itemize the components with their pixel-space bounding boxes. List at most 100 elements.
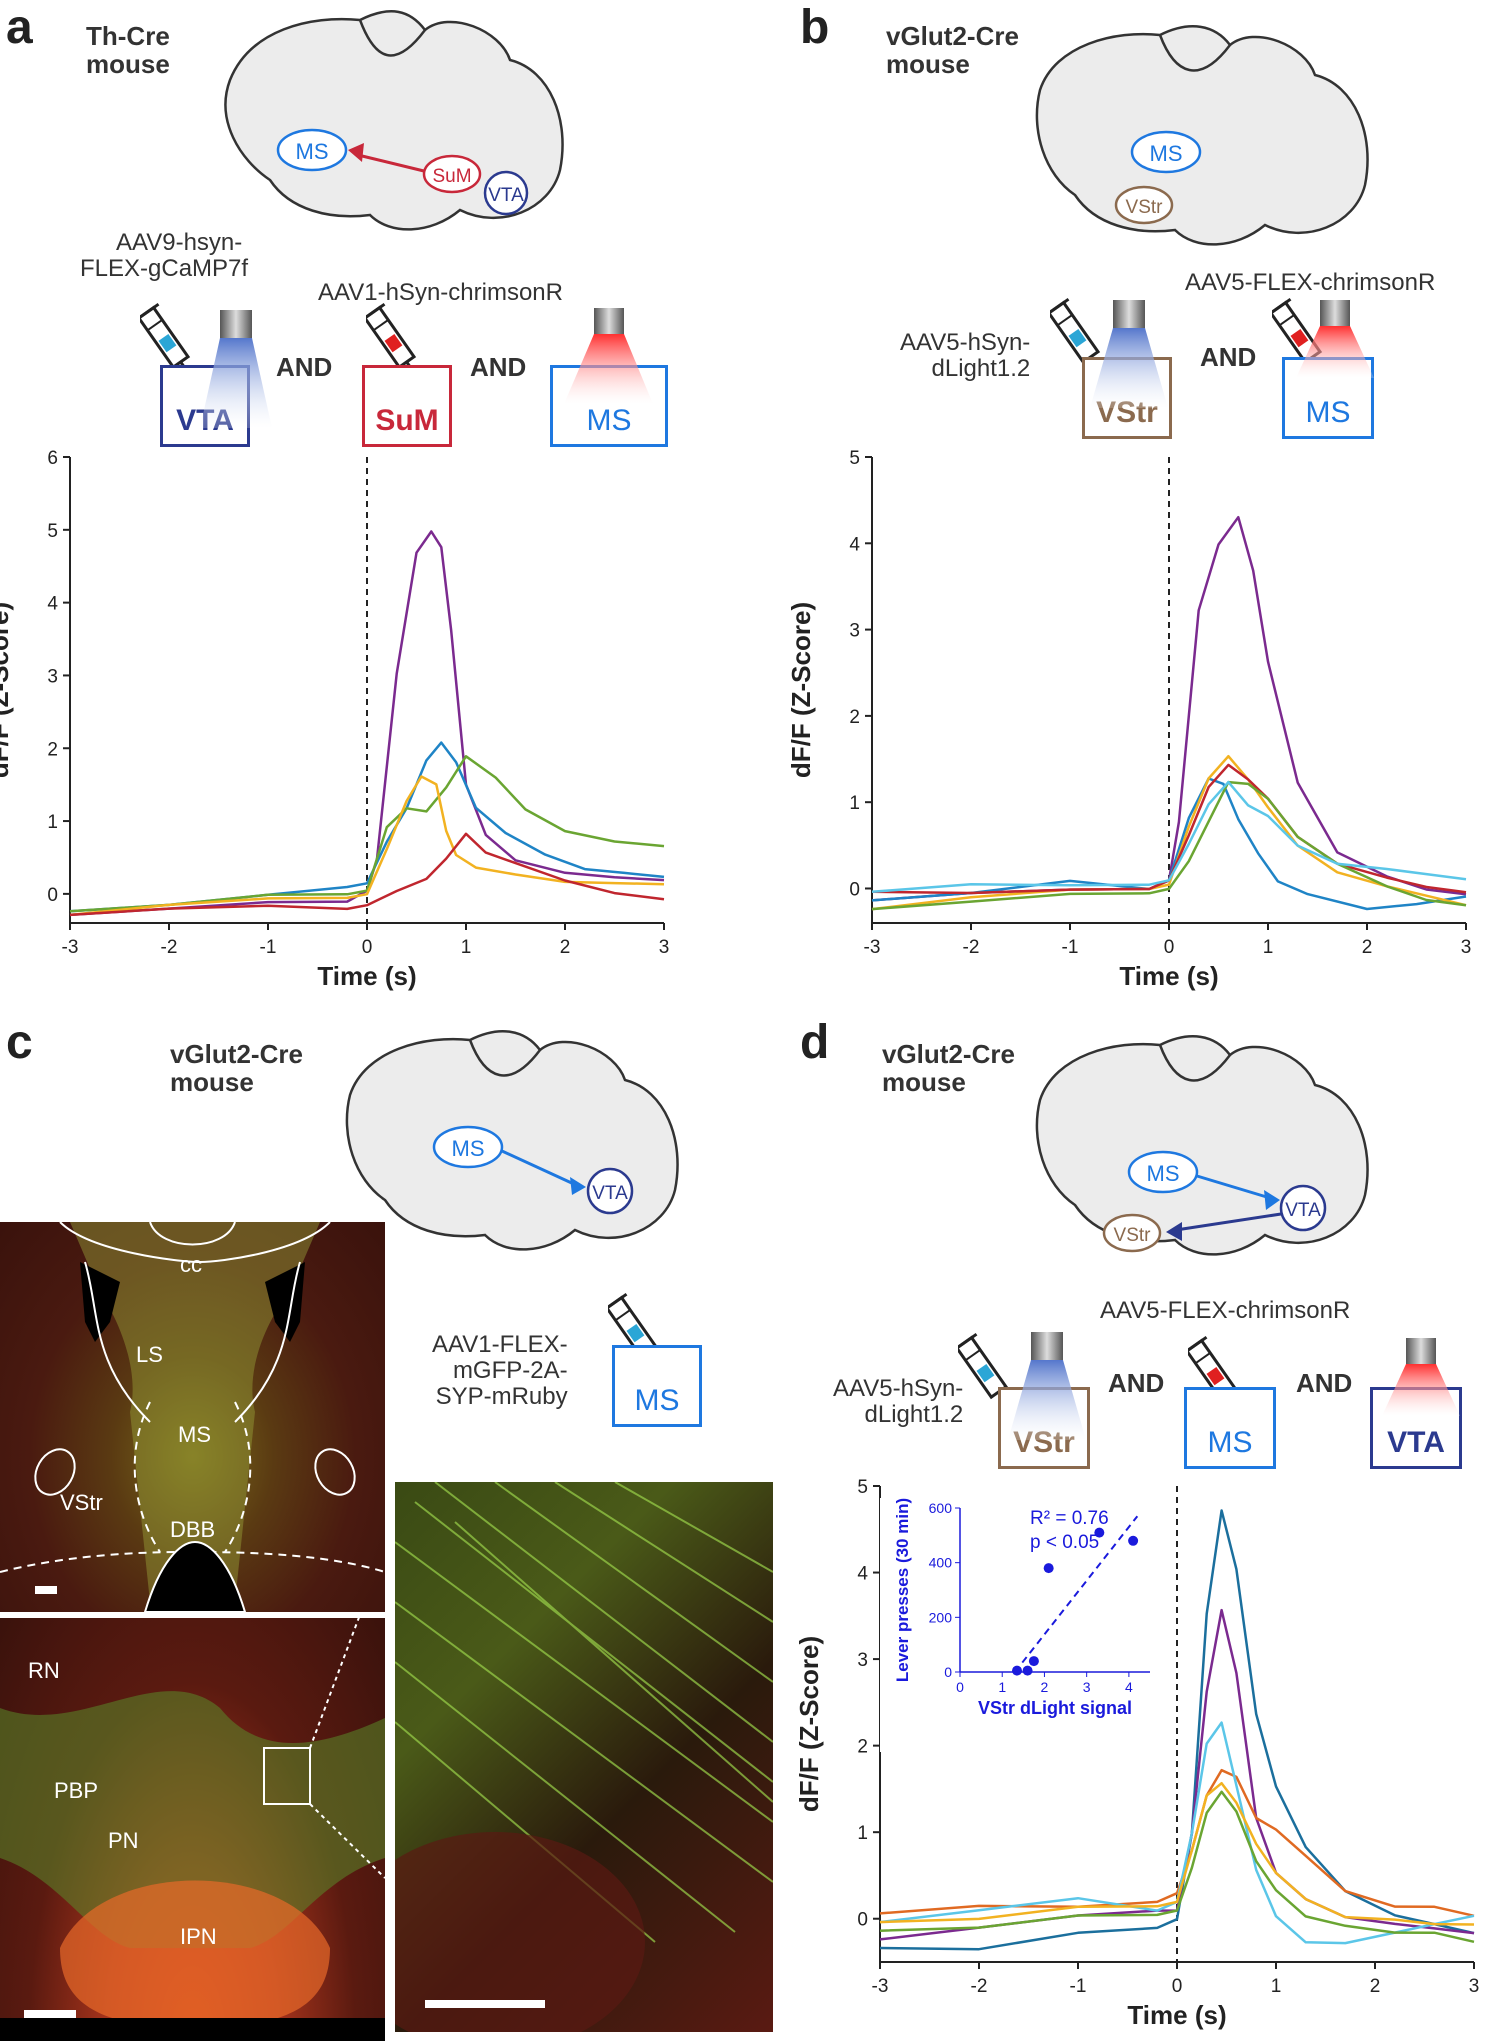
y-tick-label: 2 <box>849 707 860 728</box>
brain-region-ms-label: MS <box>452 1136 485 1161</box>
vta-green-signal <box>0 1691 385 1948</box>
chart-d: -3 -2 -1 0 1 2 3 0 1 2 3 4 5 Time (s) dF/F (Z-Score) 0 1… <box>794 1477 1480 2030</box>
inset-box <box>263 1747 311 1805</box>
virus-line: mGFP-2A- <box>452 1357 568 1384</box>
brain-region-ms <box>276 128 348 172</box>
mouse-label-c: vGlut2-Cre mouse <box>170 1040 303 1096</box>
virus-line: dLight1.2 <box>931 355 1031 382</box>
y-tick-label: 2 <box>47 739 58 760</box>
virus-label-b1: AAV5-hSyn- dLight1.2 <box>900 330 1030 382</box>
inset-y-tick-label: 200 <box>929 1609 953 1625</box>
outline-dbb-right <box>224 1401 252 1553</box>
x-tick-label: 2 <box>560 937 571 958</box>
x-tick-label: -1 <box>1070 1976 1087 1997</box>
mouse-label-line1: vGlut2-Cre <box>886 21 1019 51</box>
target-box-ms: MS <box>1184 1387 1276 1469</box>
brain-region-ms-label: MS <box>1147 1161 1180 1186</box>
label-ls: LS <box>136 1342 163 1367</box>
brain-diagram-c: MS VTA <box>345 1030 679 1251</box>
y-tick-label: 0 <box>47 885 58 906</box>
projection-line-ms-vta <box>501 1149 577 1187</box>
series-line-blue <box>69 741 665 913</box>
inset-connector-top <box>309 1618 360 1749</box>
inset-data-point <box>1128 1535 1139 1546</box>
y-tick-label: 3 <box>47 666 58 687</box>
outline-aca-right <box>314 1448 356 1496</box>
x-tick-label: 1 <box>1271 1976 1282 1997</box>
x-axis-label: Time (s) <box>1119 961 1218 991</box>
and-label: AND <box>1296 1368 1353 1398</box>
y-tick-label: 5 <box>857 1477 868 1498</box>
series-line-blue <box>871 777 1467 911</box>
y-tick-label: 3 <box>849 621 860 642</box>
series-line-green <box>879 1790 1475 1944</box>
inset-x-tick-label: 0 <box>956 1679 964 1695</box>
outline-ls-right <box>234 1261 301 1423</box>
label-dbb: DBB <box>170 1517 216 1542</box>
x-tick-label: 2 <box>1362 937 1373 958</box>
virus-line: AAV9-hsyn- <box>116 229 243 256</box>
mouse-label-line1: Th-Cre <box>86 21 170 51</box>
brain-fold <box>358 19 426 57</box>
red-background-region <box>395 1832 645 2032</box>
x-tick-label: 3 <box>1461 937 1472 958</box>
label-pbp: PBP <box>54 1778 99 1803</box>
virus-line: SYP-mRuby <box>435 1383 568 1410</box>
virus-line: AAV5-hSyn- <box>900 329 1031 356</box>
brain-region-sum-label: SuM <box>432 166 471 187</box>
series-line-yellow <box>69 775 665 917</box>
inset-x-tick-label: 4 <box>1125 1679 1133 1695</box>
brain-region-vstr-label: VStr <box>1126 197 1164 218</box>
mouse-label-line2: mouse <box>886 49 970 79</box>
fiber-light-red-icon <box>1296 300 1374 378</box>
and-label: AND <box>470 352 527 382</box>
septum-green-signal <box>70 1222 320 1602</box>
virus-label-a2: AAV1-hSyn-chrimsonR <box>318 279 563 306</box>
brain-outline <box>345 1030 679 1251</box>
panel-letter-b: b <box>800 1 830 54</box>
x-tick-label: -3 <box>62 937 79 958</box>
x-tick-label: 2 <box>1370 1976 1381 1997</box>
mouse-label-line1: vGlut2-Cre <box>170 1039 303 1069</box>
virus-label-d2: AAV5-FLEX-chrimsonR <box>1100 1297 1351 1324</box>
chart-b: -3 -2 -1 0 1 2 3 0 1 2 3 4 5 Time (s) dF/F (Z-Score) <box>786 448 1472 991</box>
brain-region-vta-label: VTA <box>592 1183 628 1204</box>
inset-background <box>880 1498 1160 1752</box>
inset-r2-label: R² = 0.76 <box>1030 1508 1109 1529</box>
scale-bar <box>425 2000 545 2008</box>
fiber-light-blue-icon <box>1008 1332 1086 1440</box>
brain-region-ms-label: MS <box>296 139 329 164</box>
projection-line-vta-vstr <box>1175 1212 1282 1232</box>
x-tick-label: 3 <box>1469 1976 1480 1997</box>
brain-fold <box>1158 34 1231 72</box>
fiber-light-blue-icon <box>1090 300 1168 408</box>
inset-y-axis-label: Lever presses (30 min) <box>893 1498 912 1682</box>
projection-terminal <box>1166 1222 1182 1241</box>
target-box-ms: MS <box>612 1345 702 1427</box>
target-box-label: SuM <box>375 404 439 437</box>
y-tick-label: 5 <box>849 448 860 469</box>
brain-region-vstr <box>1102 1213 1162 1253</box>
and-label: AND <box>276 352 333 382</box>
brain-diagram-b: MS VStr <box>1035 25 1369 246</box>
outline-dbb-left <box>133 1401 161 1553</box>
brain-region-vta <box>483 170 529 216</box>
and-label: AND <box>1200 342 1257 372</box>
y-axis-label: dF/F (Z-Score) <box>786 602 816 778</box>
inset-y-tick-label: 0 <box>944 1664 952 1680</box>
outline-vstr <box>0 1551 385 1573</box>
inset-data-point <box>1028 1656 1039 1667</box>
y-tick-label: 6 <box>47 448 58 469</box>
scale-bar <box>24 2010 76 2018</box>
inset-connector-bottom <box>309 1803 385 1879</box>
inset-fit-line <box>1014 1515 1139 1673</box>
inset-y-tick-label: 400 <box>929 1555 953 1571</box>
x-tick-label: 0 <box>362 937 373 958</box>
projection-terminal <box>348 143 364 162</box>
series-line-red <box>69 832 665 917</box>
brain-region-ms-label: MS <box>1150 141 1183 166</box>
mouse-label-b: vGlut2-Cre mouse <box>886 22 1019 78</box>
x-tick-label: -1 <box>260 937 277 958</box>
x-tick-label: 0 <box>1172 1976 1183 1997</box>
y-tick-label: 3 <box>857 1650 868 1671</box>
